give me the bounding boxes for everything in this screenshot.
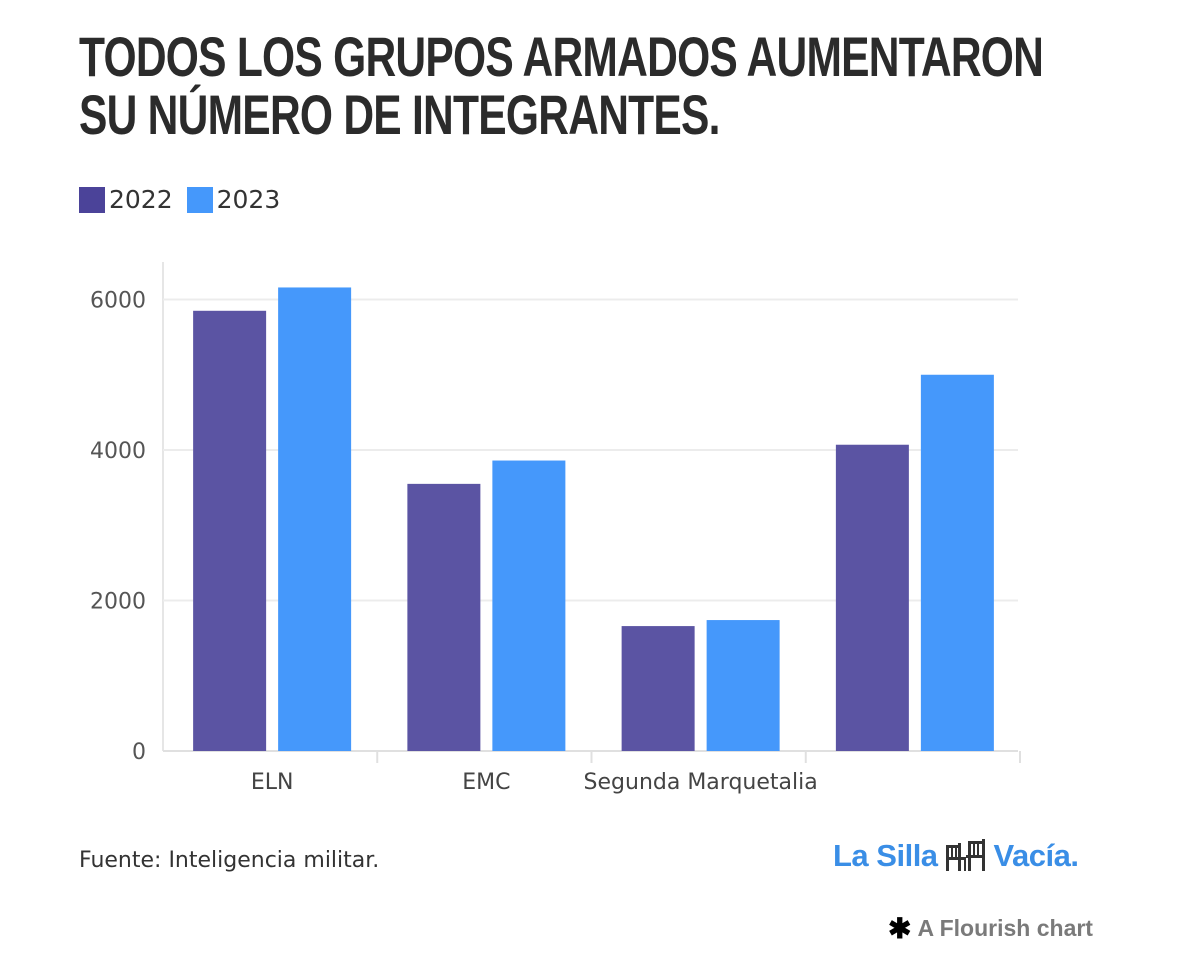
legend-swatch-2023 (186, 186, 213, 213)
logo-text-right: Vacía. (993, 838, 1079, 873)
x-tick-label: EMC (462, 770, 510, 795)
bar-2022-eln (193, 310, 267, 751)
legend: 2022 2023 (79, 185, 280, 214)
legend-item-2023[interactable]: 2023 (186, 185, 281, 214)
flourish-credit[interactable]: ✱ A Flourish chart (888, 912, 1093, 945)
la-silla-vacia-logo: La Silla Vacía. (833, 838, 1079, 874)
legend-item-2022[interactable]: 2022 (79, 185, 173, 214)
y-tick-label: 4000 (90, 439, 146, 464)
legend-swatch-2022 (79, 186, 105, 213)
bar-2023-emc (492, 460, 566, 751)
bar-2022-unlabeled (835, 444, 909, 751)
y-tick-label: 6000 (90, 289, 146, 314)
y-tick-label: 2000 (90, 590, 146, 615)
bar-2023-eln (278, 287, 352, 751)
x-tick-label: Segunda Marquetalia (584, 770, 818, 795)
bar-chart: 0 2000 4000 6000 ELN EMC Segunda Marquetalia (90, 262, 1021, 795)
chairs-icon (945, 839, 985, 871)
bar-2023-unlabeled (920, 374, 994, 751)
x-tick-label: ELN (251, 770, 294, 795)
bar-2023-segunda-marquetalia (706, 620, 780, 751)
bar-2022-emc (407, 483, 481, 751)
y-tick-label: 0 (132, 740, 146, 765)
flourish-credit-text: A Flourish chart (917, 915, 1093, 941)
bar-2022-segunda-marquetalia (621, 626, 695, 751)
flourish-star-icon: ✱ (888, 913, 912, 944)
legend-label-2023: 2023 (216, 185, 281, 214)
logo-text-left: La Silla (833, 838, 938, 873)
source-note: Fuente: Inteligencia militar. (79, 848, 380, 873)
chart-title: TODOS LOS GRUPOS ARMADOS AUMENTARON SU N… (79, 25, 1044, 146)
legend-label-2022: 2022 (109, 185, 173, 214)
